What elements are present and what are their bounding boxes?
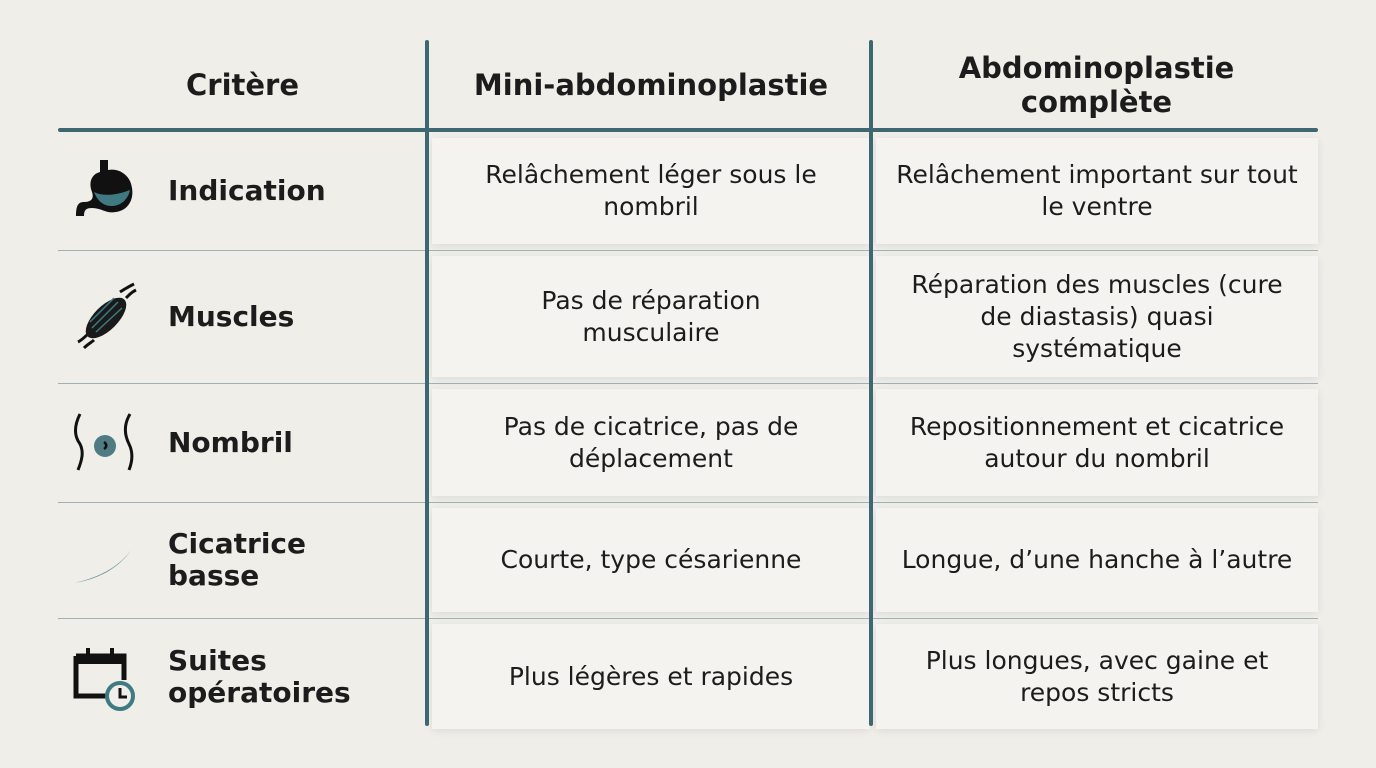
muscle-icon <box>70 282 140 352</box>
row-divider <box>58 618 1318 619</box>
table-row: Nombril Pas de cicatrice, pas de déplace… <box>58 383 1318 502</box>
criterion-cell: Muscles <box>58 250 426 383</box>
header-full-abdominoplasty: Abdominoplastie complète <box>958 51 1235 119</box>
stomach-icon <box>70 156 140 226</box>
criterion-label: Suites opératoires <box>168 643 351 709</box>
header-criterion: Critère <box>185 68 300 102</box>
navel-icon <box>70 408 140 478</box>
header-mini-abdominoplasty: Mini-abdominoplastie <box>473 68 829 102</box>
criterion-cell: Nombril <box>58 383 426 502</box>
table-row: Cicatrice basse Courte, type césarienne … <box>58 502 1318 618</box>
table-row: Suites opératoires Plus légères et rapid… <box>58 618 1318 735</box>
table-row: Indication Relâchement léger sous le nom… <box>58 132 1318 250</box>
table-row: Muscles Pas de réparation musculaire Rép… <box>58 250 1318 383</box>
row-divider <box>58 383 1318 384</box>
mini-cell: Plus légères et rapides <box>432 624 870 729</box>
scar-icon <box>70 525 140 595</box>
full-cell: Réparation des muscles (cure de diastasi… <box>876 256 1318 377</box>
criterion-cell: Indication <box>58 132 426 250</box>
mini-cell: Courte, type césarienne <box>432 508 870 612</box>
column-divider-1 <box>425 40 429 726</box>
mini-cell: Relâchement léger sous le nombril <box>432 138 870 244</box>
criterion-label: Indication <box>168 174 326 207</box>
row-divider <box>58 502 1318 503</box>
column-divider-2 <box>869 40 873 726</box>
full-cell: Relâchement important sur tout le ventre <box>876 138 1318 244</box>
mini-cell: Pas de cicatrice, pas de déplacement <box>432 389 870 496</box>
criterion-cell: Suites opératoires <box>58 618 426 735</box>
full-cell: Repositionnement et cicatrice autour du … <box>876 389 1318 496</box>
row-divider <box>58 250 1318 251</box>
header-divider <box>58 128 1318 132</box>
full-cell: Plus longues, avec gaine et repos strict… <box>876 624 1318 729</box>
mini-cell: Pas de réparation musculaire <box>432 256 870 377</box>
calendar-clock-icon <box>70 642 140 712</box>
criterion-label: Nombril <box>168 425 293 459</box>
criterion-label: Cicatrice basse <box>168 527 307 592</box>
criterion-label: Muscles <box>168 299 295 333</box>
criterion-cell: Cicatrice basse <box>58 502 426 618</box>
full-cell: Longue, d’une hanche à l’autre <box>876 508 1318 612</box>
